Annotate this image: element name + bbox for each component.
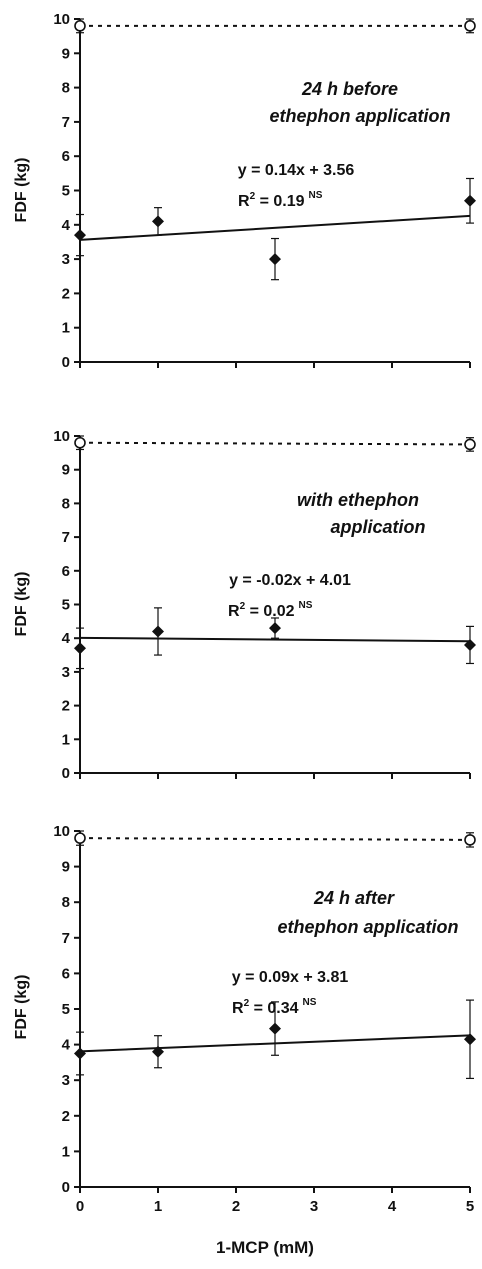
data-point-diamond bbox=[464, 194, 476, 207]
y-tick-label: 7 bbox=[62, 529, 70, 546]
y-tick-label: 2 bbox=[62, 1108, 70, 1125]
regression-equation: y = 0.14x + 3.56 bbox=[238, 162, 355, 179]
panel-annotation: 24 h before bbox=[301, 79, 398, 99]
data-point-open-circle bbox=[464, 438, 476, 451]
y-tick-label: 10 bbox=[53, 823, 70, 840]
data-point-open-circle bbox=[74, 832, 86, 844]
y-tick-label: 9 bbox=[62, 859, 70, 876]
data-point-diamond bbox=[269, 622, 281, 635]
data-point-diamond bbox=[74, 1047, 86, 1060]
y-tick-label: 5 bbox=[62, 1001, 70, 1018]
panel-annotation: 24 h after bbox=[313, 888, 395, 908]
y-tick-label: 4 bbox=[62, 630, 71, 647]
y-tick-label: 1 bbox=[62, 731, 70, 748]
y-tick-label: 8 bbox=[62, 894, 70, 911]
y-tick-label: 3 bbox=[62, 251, 70, 268]
data-point-diamond bbox=[152, 1045, 164, 1058]
x-tick-label: 0 bbox=[76, 1198, 84, 1215]
y-tick-label: 4 bbox=[62, 217, 71, 234]
data-point-diamond bbox=[152, 215, 164, 228]
r-squared-value: = 0.19 bbox=[255, 193, 304, 210]
chart-panel-3: 0 1 2 3 4 5 6 7 8 9 10 0 1 2 3 4 5 FDF (kg) 1-MCP (mM) 24 h… bbox=[13, 823, 476, 1257]
y-tick-label: 0 bbox=[62, 765, 70, 782]
r-squared-symbol: R bbox=[232, 1000, 244, 1017]
y-tick-label: 6 bbox=[62, 965, 70, 982]
significance-label: NS bbox=[309, 190, 323, 201]
regression-line bbox=[79, 214, 471, 241]
x-tick-label: 2 bbox=[232, 1198, 240, 1215]
panel-annotation: application bbox=[330, 517, 425, 537]
reference-dashed-line bbox=[79, 441, 471, 446]
r-squared-value: = 0.02 bbox=[245, 603, 294, 620]
y-tick-label: 7 bbox=[62, 930, 70, 947]
y-tick-label: 2 bbox=[62, 285, 70, 302]
data-point-diamond bbox=[152, 625, 164, 638]
y-tick-label: 1 bbox=[62, 320, 70, 337]
data-point-diamond bbox=[269, 253, 281, 266]
regression-equation: y = -0.02x + 4.01 bbox=[229, 572, 351, 589]
r-squared-symbol: R bbox=[238, 193, 250, 210]
data-point-diamond bbox=[74, 642, 86, 655]
panel-annotation: ethephon application bbox=[269, 106, 450, 126]
data-point-open-circle bbox=[464, 20, 476, 32]
reference-dashed-line bbox=[79, 837, 471, 841]
y-tick-label: 10 bbox=[53, 428, 70, 445]
y-tick-label: 9 bbox=[62, 462, 70, 479]
y-tick-label: 10 bbox=[53, 11, 70, 28]
y-tick-label: 3 bbox=[62, 664, 70, 681]
y-tick-label: 0 bbox=[62, 1179, 70, 1196]
x-axis-label: 1-MCP (mM) bbox=[216, 1238, 314, 1257]
y-tick-label: 8 bbox=[62, 495, 70, 512]
regression-equation: y = 0.09x + 3.81 bbox=[232, 969, 349, 986]
panel-annotation: with ethephon bbox=[297, 490, 419, 510]
significance-label: NS bbox=[299, 600, 313, 611]
data-point-diamond bbox=[464, 638, 476, 651]
data-point-open-circle bbox=[74, 436, 86, 449]
x-tick-label: 3 bbox=[310, 1198, 318, 1215]
y-tick-label: 6 bbox=[62, 563, 70, 580]
regression-line bbox=[79, 636, 471, 643]
x-tick-label: 4 bbox=[388, 1198, 397, 1215]
y-axis-label: FDF (kg) bbox=[13, 975, 30, 1040]
chart-panel-2: 0 1 2 3 4 5 6 7 8 9 10 FDF (kg) with ethephon applica… bbox=[13, 428, 476, 782]
data-point-diamond bbox=[464, 1033, 476, 1046]
data-point-diamond bbox=[269, 1022, 281, 1035]
r-squared-value: = 0.34 bbox=[249, 1000, 298, 1017]
x-tick-label: 1 bbox=[154, 1198, 162, 1215]
y-tick-label: 5 bbox=[62, 183, 70, 200]
significance-label: NS bbox=[303, 997, 317, 1008]
y-tick-label: 1 bbox=[62, 1143, 70, 1160]
y-tick-label: 6 bbox=[62, 148, 70, 165]
r-squared-symbol: R bbox=[228, 603, 240, 620]
y-tick-label: 0 bbox=[62, 354, 70, 371]
data-point-diamond bbox=[74, 229, 86, 242]
y-axis-label: FDF (kg) bbox=[13, 572, 30, 637]
y-tick-label: 7 bbox=[62, 114, 70, 131]
y-axis-label: FDF (kg) bbox=[13, 158, 30, 223]
data-point-open-circle bbox=[464, 834, 476, 846]
r-squared: R2 = 0.19 NS bbox=[238, 190, 323, 210]
r-squared: R2 = 0.02 NS bbox=[228, 600, 313, 620]
y-tick-label: 3 bbox=[62, 1072, 70, 1089]
r-squared: R2 = 0.34 NS bbox=[232, 997, 317, 1017]
data-point-open-circle bbox=[74, 20, 86, 32]
x-tick-label: 5 bbox=[466, 1198, 474, 1215]
y-tick-label: 4 bbox=[62, 1037, 71, 1054]
r-squared-exponent: 2 bbox=[240, 601, 246, 612]
y-tick-label: 2 bbox=[62, 698, 70, 715]
r-squared-exponent: 2 bbox=[244, 998, 250, 1009]
y-tick-label: 5 bbox=[62, 597, 70, 614]
y-tick-label: 8 bbox=[62, 80, 70, 97]
chart-panel-1: 0 1 2 3 4 5 6 7 8 9 10 FDF (kg) 24 h before ethephon … bbox=[13, 11, 476, 371]
panel-annotation: ethephon application bbox=[277, 917, 458, 937]
r-squared-exponent: 2 bbox=[250, 191, 256, 202]
y-tick-label: 9 bbox=[62, 45, 70, 62]
